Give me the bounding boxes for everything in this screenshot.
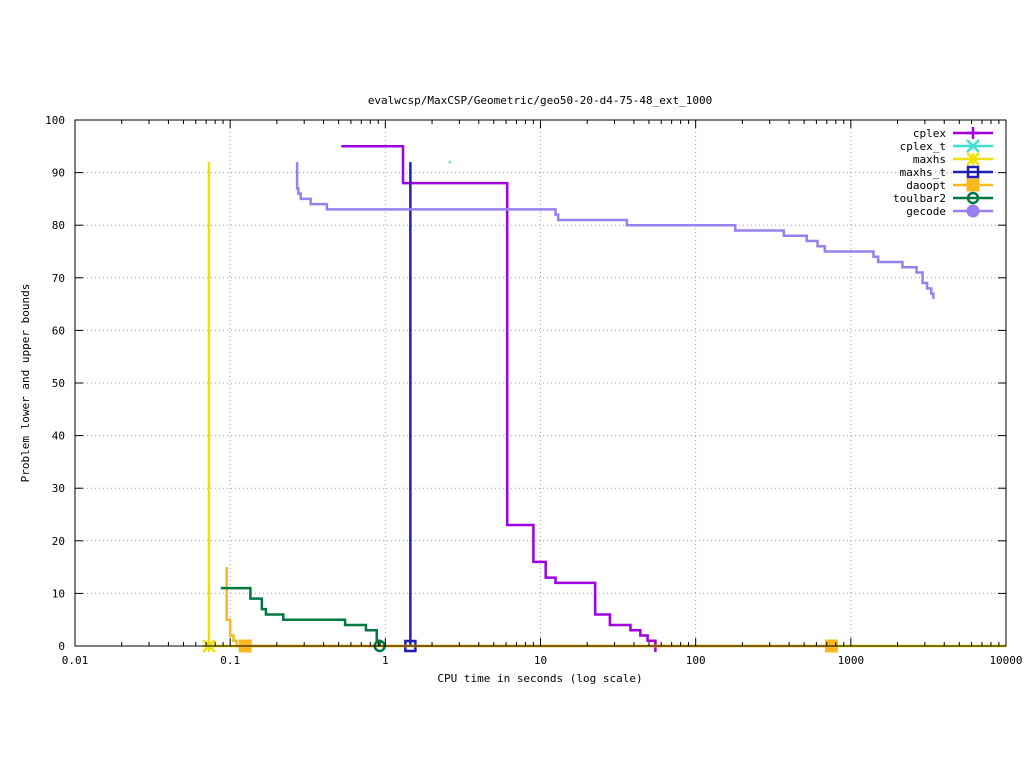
y-axis-label: Problem lower and upper bounds: [19, 284, 32, 483]
legend: cplexcplex_tmaxhsmaxhs_tdaoopttoulbar2ge…: [893, 127, 993, 218]
x-tick-label: 0.1: [220, 654, 240, 667]
y-tick-label: 20: [52, 535, 65, 548]
series-gecode: [295, 162, 935, 299]
x-tick-label: 1000: [838, 654, 865, 667]
y-tick-label: 30: [52, 482, 65, 495]
y-tick-label: 60: [52, 324, 65, 337]
y-tick-label: 70: [52, 272, 65, 285]
y-tick-label: 90: [52, 167, 65, 180]
axis-layer: 0 10 20 30 40 50 60 70 80 90 100 0.01 0.1 1 10 100 1000 1…: [45, 114, 1022, 667]
legend-marker: [966, 178, 980, 192]
plot-border: [74, 119, 1007, 647]
legend-label: cplex_t: [900, 140, 946, 153]
series-line-gecode: [295, 162, 935, 299]
chart-title: evalwcsp/MaxCSP/Geometric/geo50-20-d4-75…: [368, 94, 712, 107]
legend-marker: [966, 139, 980, 153]
legend-marker: [966, 204, 980, 218]
y-tick-label: 40: [52, 430, 65, 443]
y-tick-label: 80: [52, 219, 65, 232]
legend-entry-cplex: cplex: [913, 127, 993, 140]
y-tick-label: 50: [52, 377, 65, 390]
legend-marker: [966, 152, 980, 166]
series-line-toulbar2: [220, 586, 381, 646]
legend-label: cplex: [913, 127, 946, 140]
x-tick-label: 10: [534, 654, 547, 667]
x-axis-label: CPU time in seconds (log scale): [437, 672, 642, 685]
legend-marker: [966, 165, 980, 179]
legend-entry-cplex-t: cplex_t: [900, 139, 993, 153]
x-tick-label: 0.01: [62, 654, 89, 667]
x-tick-label: 10000: [989, 654, 1022, 667]
legend-label: maxhs: [913, 153, 946, 166]
x-tick-label: 100: [686, 654, 706, 667]
series-line-cplex: [341, 145, 657, 646]
y-tick-label: 0: [58, 640, 65, 653]
legend-marker: [966, 191, 980, 205]
legend-entry-gecode: gecode: [906, 204, 993, 218]
y-tick-label: 10: [52, 587, 65, 600]
legend-entry-maxhs-t: maxhs_t: [900, 165, 993, 179]
y-tick-label: 100: [45, 114, 65, 127]
legend-label: gecode: [906, 205, 946, 218]
legend-label: daoopt: [906, 179, 946, 192]
legend-entry-maxhs: maxhs: [913, 152, 993, 166]
legend-label: maxhs_t: [900, 166, 946, 179]
legend-marker: [967, 127, 979, 139]
legend-label: toulbar2: [893, 192, 946, 205]
x-tick-label: 1: [382, 654, 389, 667]
legend-entry-daoopt: daoopt: [906, 178, 993, 192]
series-line-daoopt: [225, 567, 833, 648]
legend-entry-toulbar2: toulbar2: [893, 191, 993, 205]
